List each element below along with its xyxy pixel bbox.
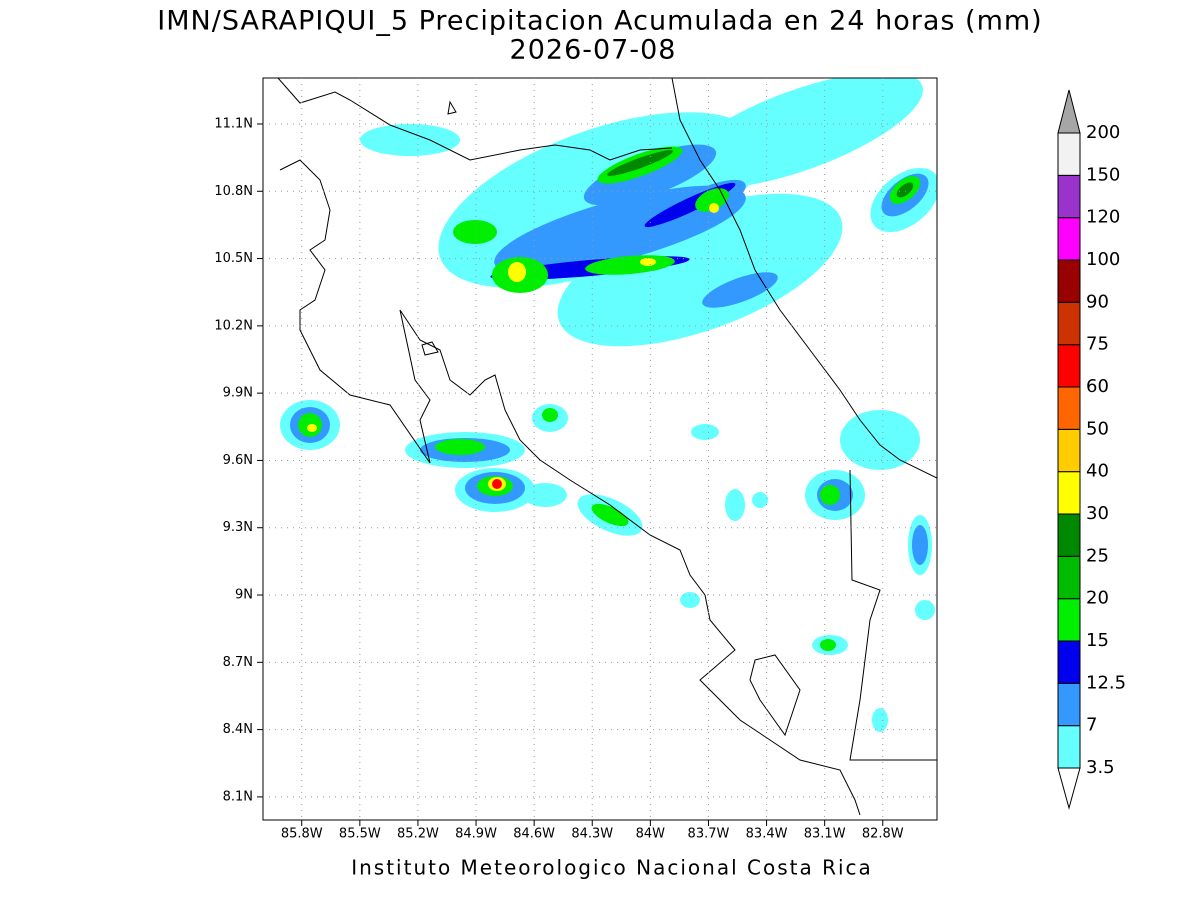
lon-tick-label: 83.7W — [688, 827, 730, 842]
lat-tick-label: 8.1N — [223, 789, 253, 804]
colorbar-segment — [1057, 725, 1081, 769]
colorbar-label: 75 — [1086, 334, 1109, 355]
colorbar-label: 60 — [1086, 376, 1109, 397]
lat-tick-label: 9.6N — [223, 453, 253, 468]
colorbar-segment — [1057, 132, 1081, 176]
colorbar-segment — [1057, 598, 1081, 642]
colorbar-segment — [1057, 428, 1081, 473]
lon-tick-label: 85.8W — [281, 827, 323, 842]
colorbar-segment — [1057, 259, 1081, 303]
colorbar-label: 12.5 — [1086, 672, 1126, 693]
lon-tick-label: 82.8W — [862, 827, 904, 842]
lat-tick-label: 8.7N — [223, 655, 253, 670]
colorbar-segment — [1057, 386, 1081, 430]
colorbar-segment — [1057, 217, 1081, 261]
lon-tick-label: 84.9W — [455, 827, 497, 842]
lat-tick-label: 9.3N — [223, 520, 253, 535]
map-date: 2026-07-08 — [510, 35, 677, 66]
colorbar-label: 120 — [1086, 207, 1120, 228]
colorbar-label: 7 — [1086, 715, 1097, 736]
lat-tick-label: 8.4N — [223, 722, 253, 737]
colorbar-segment — [1057, 344, 1081, 388]
colorbar-segment — [1057, 682, 1081, 727]
colorbar-label: 3.5 — [1086, 757, 1115, 778]
colorbar-under — [1057, 767, 1081, 810]
colorbar-label: 150 — [1086, 164, 1120, 185]
colorbar-segment — [1057, 513, 1081, 557]
colorbar-segment — [1057, 301, 1081, 346]
colorbar-segment — [1057, 471, 1081, 515]
colorbar-label: 15 — [1086, 630, 1109, 651]
precipitation-field — [280, 78, 937, 732]
lat-tick-label: 9.9N — [223, 386, 253, 401]
lat-tick-label: 10.5N — [214, 251, 253, 266]
lon-tick-label: 83.1W — [804, 827, 846, 842]
lon-tick-label: 83.4W — [746, 827, 788, 842]
lon-tick-label: 85.5W — [339, 827, 381, 842]
axes: 85.8W 85.5W 85.2W 84.9W 84.6W 84.3W 84W 83.7W 83… — [214, 78, 937, 842]
lat-tick-label: 9N — [235, 588, 253, 603]
map-title: IMN/SARAPIQUI_5 Precipitacion Acumulada … — [157, 6, 1042, 37]
colorbar: 3.5 7 12.5 15 20 25 30 40 50 60 75 90 100 120 150 200 — [1057, 89, 1126, 810]
colorbar-label: 25 — [1086, 545, 1109, 566]
coastlines — [277, 78, 937, 816]
colorbar-label: 20 — [1086, 588, 1109, 609]
lat-tick-label: 10.2N — [214, 318, 253, 333]
lon-tick-label: 84W — [636, 827, 666, 842]
map-frame — [262, 77, 938, 821]
lon-tick-label: 85.2W — [397, 827, 439, 842]
colorbar-label: 100 — [1086, 249, 1120, 270]
lat-tick-label: 11.1N — [214, 116, 253, 131]
colorbar-label: 30 — [1086, 503, 1109, 524]
colorbar-label: 90 — [1086, 291, 1109, 312]
colorbar-label: 40 — [1086, 461, 1109, 482]
colorbar-segment — [1057, 555, 1081, 600]
colorbar-label: 200 — [1086, 122, 1120, 143]
colorbar-segment — [1057, 174, 1081, 219]
colorbar-over — [1057, 89, 1081, 134]
lon-tick-label: 84.6W — [513, 827, 555, 842]
lon-tick-label: 84.3W — [571, 827, 613, 842]
colorbar-segment — [1057, 640, 1081, 684]
footer: Instituto Meteorologico Nacional Costa R… — [351, 856, 873, 880]
colorbar-label: 50 — [1086, 418, 1109, 439]
lat-tick-label: 10.8N — [214, 184, 253, 199]
